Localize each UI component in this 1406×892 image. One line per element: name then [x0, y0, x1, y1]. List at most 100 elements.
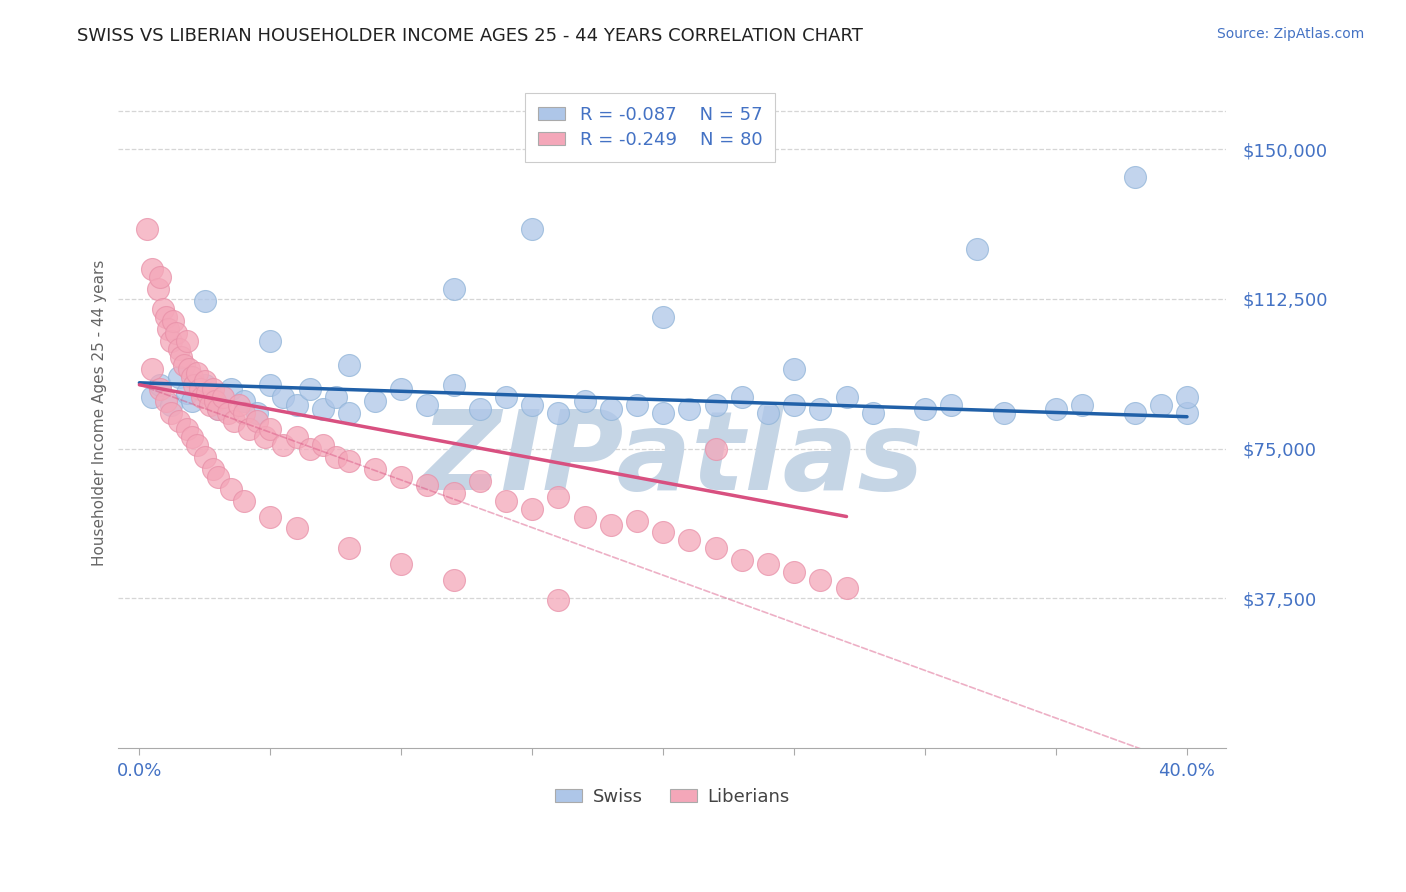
Point [194, 377, 217, 392]
Point [273, 390, 295, 404]
Point [337, 541, 360, 556]
Point [212, 390, 235, 404]
Text: Source: ZipAtlas.com: Source: ZipAtlas.com [1216, 27, 1364, 41]
Point [731, 553, 754, 567]
Point [966, 242, 988, 256]
Point [416, 398, 439, 412]
Point [197, 385, 219, 400]
Point [1123, 170, 1146, 185]
Point [155, 310, 177, 324]
Point [495, 390, 517, 404]
Point [835, 582, 858, 596]
Point [165, 326, 187, 340]
Point [704, 541, 727, 556]
Point [993, 406, 1015, 420]
Point [298, 382, 321, 396]
Point [246, 414, 269, 428]
Point [941, 398, 963, 412]
Legend: Swiss, Liberians: Swiss, Liberians [547, 780, 797, 813]
Point [416, 477, 439, 491]
Point [704, 442, 727, 456]
Point [149, 270, 172, 285]
Point [176, 334, 198, 348]
Point [495, 493, 517, 508]
Point [443, 282, 465, 296]
Point [180, 393, 202, 408]
Point [233, 493, 256, 508]
Point [179, 361, 201, 376]
Point [194, 374, 217, 388]
Point [1175, 406, 1198, 420]
Point [222, 414, 245, 428]
Point [364, 393, 387, 408]
Point [443, 377, 465, 392]
Point [228, 398, 250, 412]
Point [217, 406, 239, 420]
Point [191, 390, 214, 404]
Point [170, 350, 193, 364]
Point [159, 334, 181, 348]
Point [157, 322, 180, 336]
Point [337, 453, 360, 467]
Point [219, 382, 242, 396]
Point [176, 385, 198, 400]
Point [522, 398, 544, 412]
Point [136, 222, 159, 236]
Point [259, 334, 281, 348]
Point [678, 533, 700, 548]
Point [155, 393, 177, 408]
Point [1150, 398, 1173, 412]
Point [204, 393, 226, 408]
Point [207, 469, 229, 483]
Point [522, 501, 544, 516]
Point [176, 422, 198, 436]
Point [443, 485, 465, 500]
Point [808, 401, 831, 416]
Point [259, 509, 281, 524]
Point [468, 474, 491, 488]
Point [273, 438, 295, 452]
Point [201, 382, 224, 396]
Point [219, 482, 242, 496]
Point [188, 382, 211, 396]
Point [547, 490, 569, 504]
Point [599, 517, 621, 532]
Point [167, 342, 190, 356]
Text: ZIPatlas: ZIPatlas [420, 406, 924, 513]
Point [201, 461, 224, 475]
Point [522, 222, 544, 236]
Point [254, 430, 277, 444]
Point [194, 450, 217, 464]
Point [914, 401, 936, 416]
Point [325, 390, 347, 404]
Point [186, 438, 208, 452]
Point [259, 422, 281, 436]
Point [159, 398, 181, 412]
Point [162, 314, 184, 328]
Point [141, 262, 163, 277]
Point [298, 442, 321, 456]
Point [312, 438, 335, 452]
Point [312, 401, 335, 416]
Point [389, 469, 412, 483]
Point [547, 593, 569, 607]
Point [194, 293, 217, 308]
Point [207, 401, 229, 416]
Text: SWISS VS LIBERIAN HOUSEHOLDER INCOME AGES 25 - 44 YEARS CORRELATION CHART: SWISS VS LIBERIAN HOUSEHOLDER INCOME AGE… [77, 27, 863, 45]
Point [574, 509, 596, 524]
Point [259, 377, 281, 392]
Point [167, 414, 190, 428]
Point [599, 401, 621, 416]
Point [783, 361, 806, 376]
Point [808, 574, 831, 588]
Point [835, 390, 858, 404]
Point [678, 401, 700, 416]
Point [547, 406, 569, 420]
Point [704, 398, 727, 412]
Point [756, 406, 779, 420]
Point [173, 358, 195, 372]
Point [186, 366, 208, 380]
Point [146, 282, 169, 296]
Point [141, 361, 163, 376]
Point [285, 430, 308, 444]
